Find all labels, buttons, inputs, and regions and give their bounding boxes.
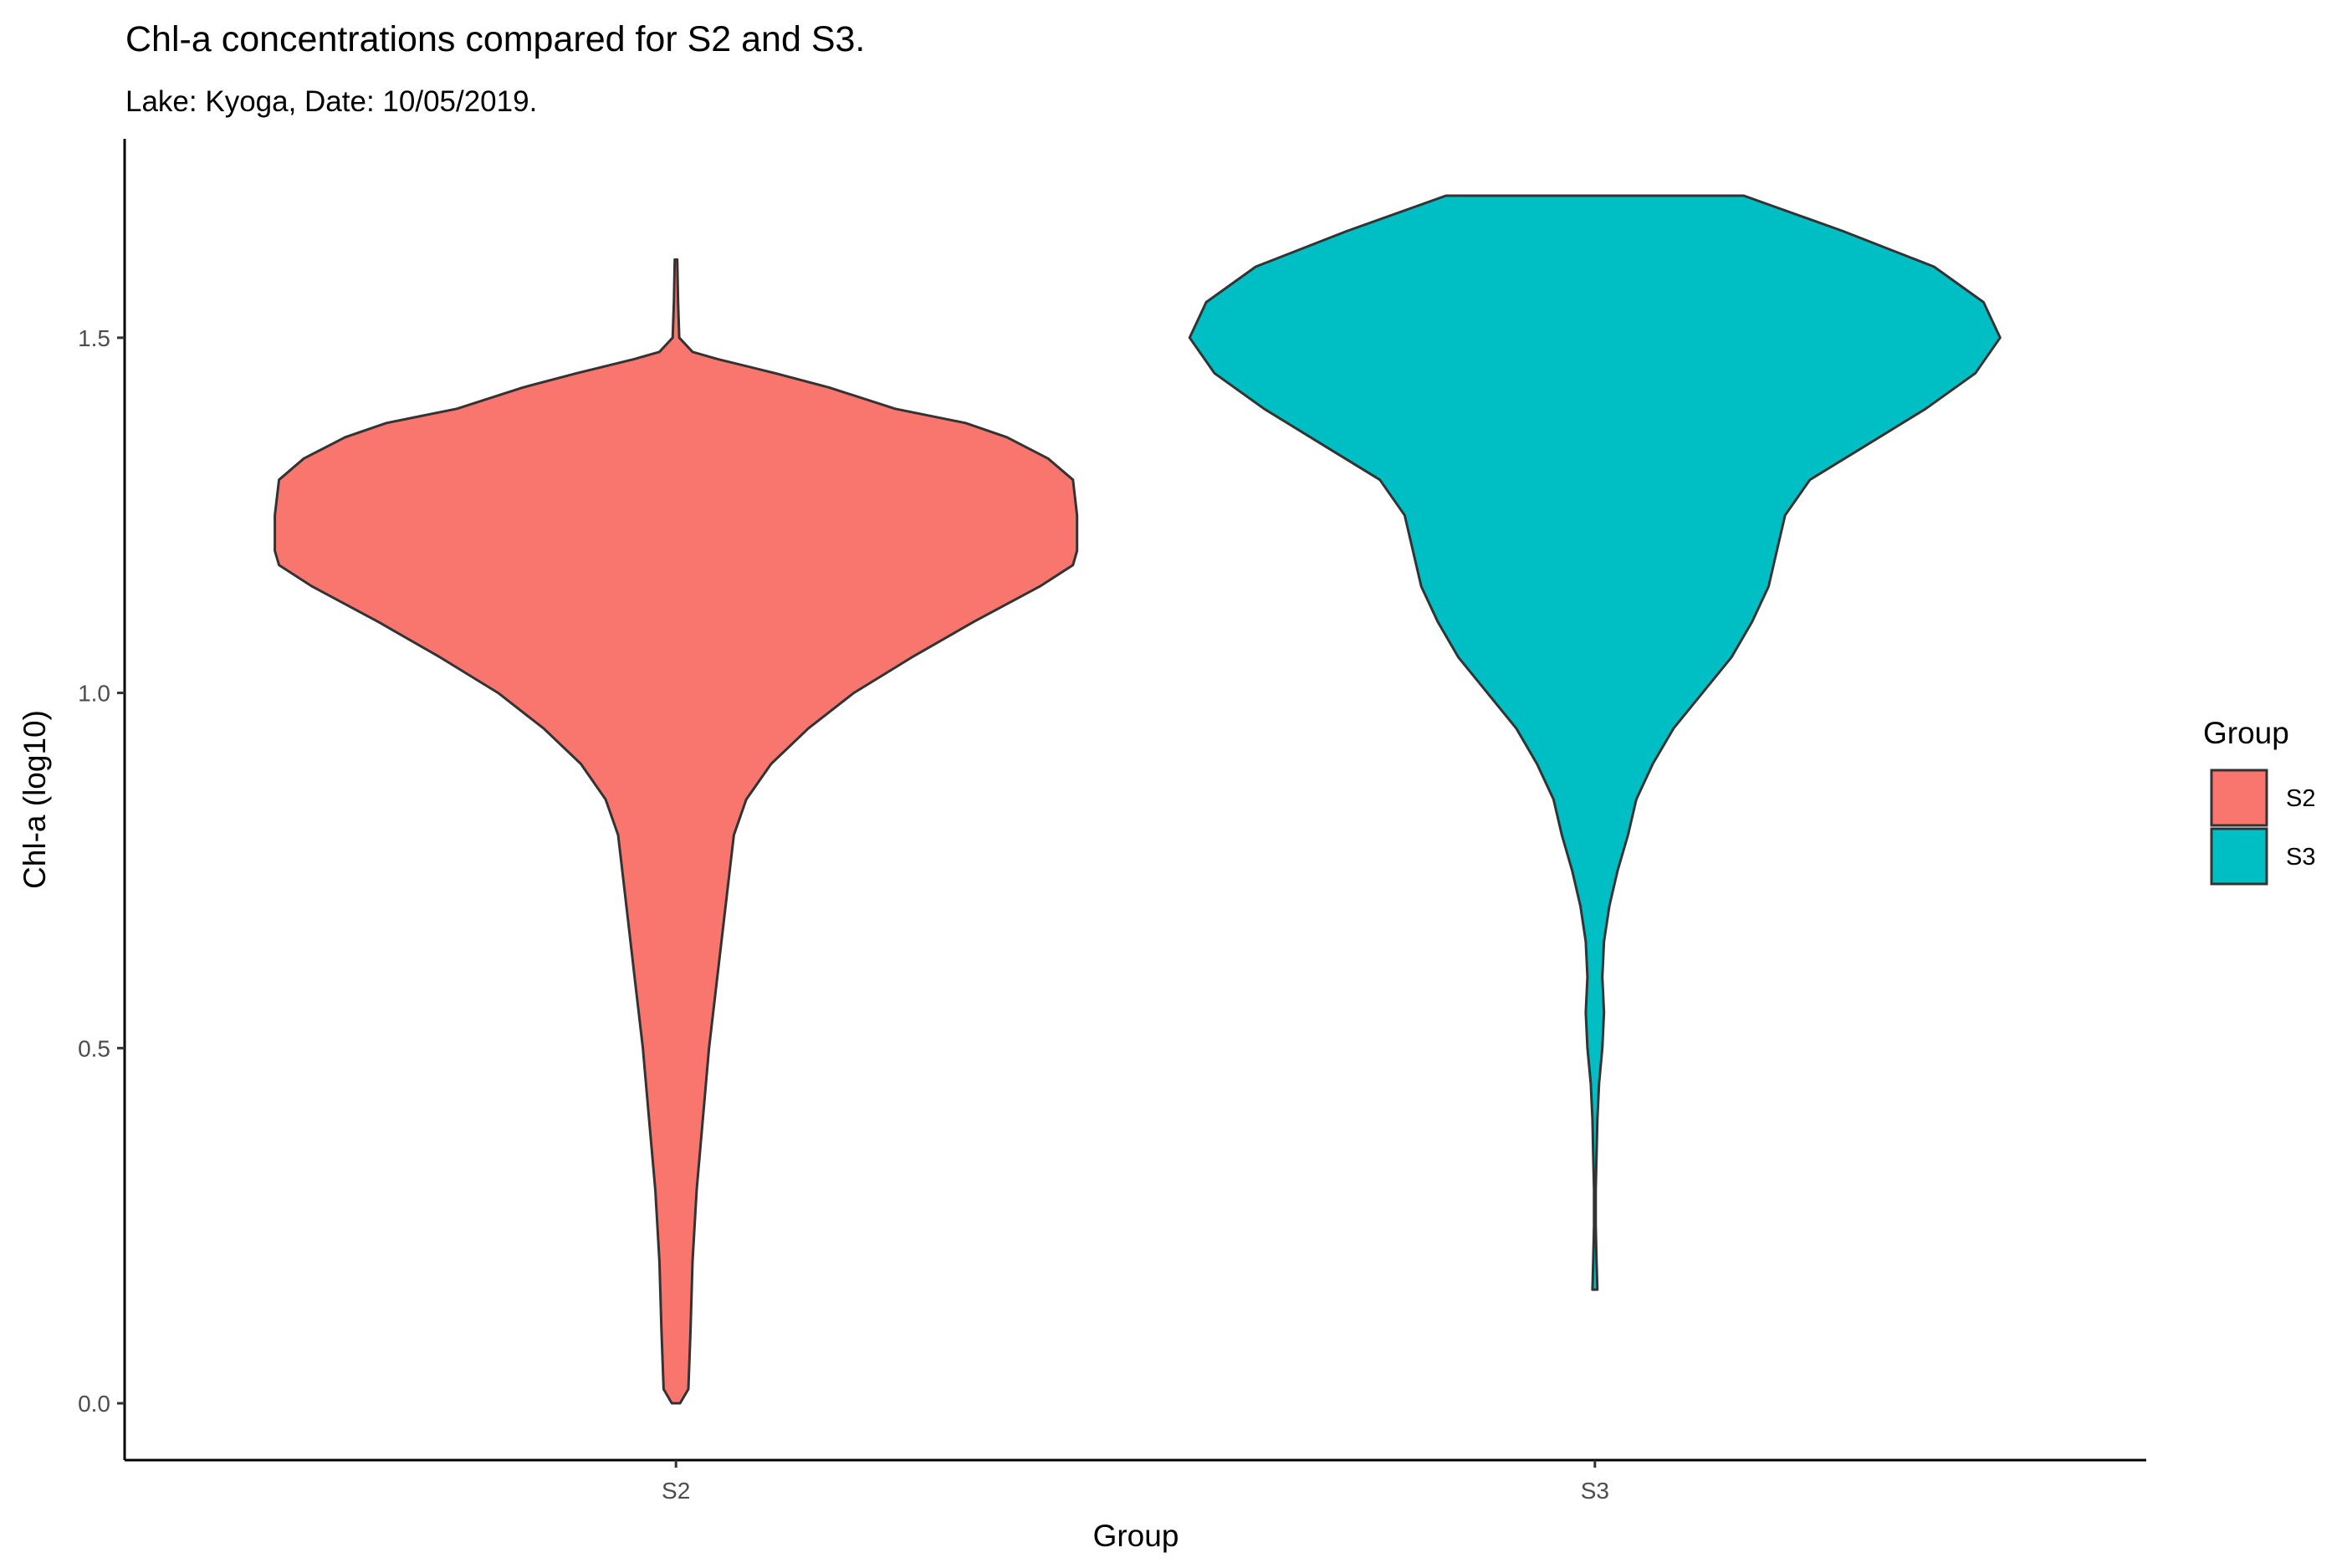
y-tick-label: 1.0 — [78, 681, 110, 707]
y-tick-label: 1.5 — [78, 325, 110, 351]
legend: Group S2 S3 — [2203, 716, 2315, 886]
y-axis: 0.0 0.5 1.0 1.5 — [78, 139, 126, 1460]
legend-key-s2 — [2210, 769, 2268, 827]
legend-label-s2: S2 — [2286, 785, 2315, 812]
chart-subtitle: Lake: Kyoga, Date: 10/05/2019. — [125, 85, 537, 118]
violin-s3 — [1188, 194, 2002, 1291]
violin-s2 — [274, 258, 1079, 1405]
legend-title: Group — [2203, 716, 2289, 750]
x-tick-label: S3 — [1581, 1478, 1609, 1504]
y-tick-label: 0.0 — [78, 1391, 110, 1417]
x-axis: S2 S3 — [125, 1458, 2146, 1504]
chart-title: Chl-a concentrations compared for S2 and… — [125, 19, 865, 59]
x-tick-label: S2 — [662, 1478, 690, 1504]
x-axis-title: Group — [1093, 1519, 1179, 1553]
legend-key-s3 — [2210, 827, 2268, 886]
y-tick-label: 0.5 — [78, 1035, 110, 1061]
legend-label-s3: S3 — [2286, 844, 2315, 871]
violin-layer — [274, 194, 2002, 1405]
y-axis-title: Chl-a (log10) — [18, 710, 52, 889]
